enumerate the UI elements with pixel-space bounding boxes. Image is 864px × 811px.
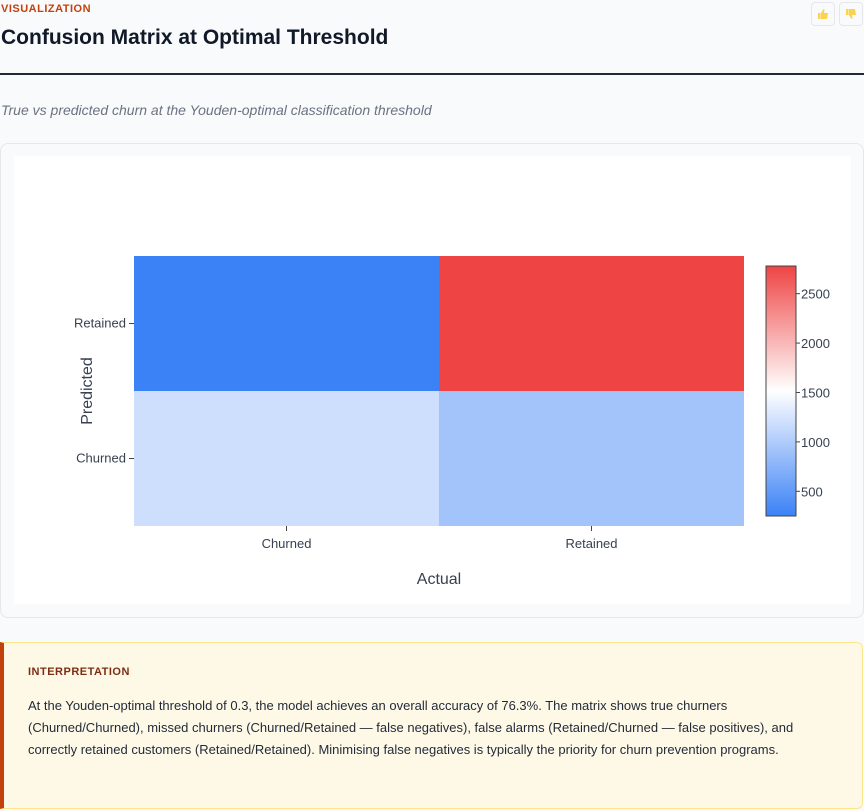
x-tick-label: Retained <box>565 536 617 551</box>
chart-card: Churned Retained Churned Retained Actual P… <box>0 143 864 618</box>
interpretation-panel: INTERPRETATION At the Youden-optimal thr… <box>0 642 863 809</box>
y-tick-label: Retained <box>74 316 126 331</box>
heatmap-cell-churned-churned <box>134 391 439 526</box>
colorbar <box>765 265 797 517</box>
thumbs-down-button[interactable] <box>839 2 863 26</box>
eyebrow-label: VISUALIZATION <box>1 3 92 15</box>
interpretation-label: INTERPRETATION <box>28 666 130 678</box>
y-tick-label: Churned <box>76 451 126 466</box>
colorbar-tick-label: 1500 <box>801 385 830 400</box>
colorbar-tick-label: 1000 <box>801 435 830 450</box>
x-axis-title: Actual <box>417 571 461 588</box>
colorbar-tick-label: 2500 <box>801 287 830 302</box>
thumbs-up-icon <box>818 9 828 19</box>
heatmap-cell-retained-churned <box>134 256 439 391</box>
heatmap-cell-churned-retained <box>439 391 744 526</box>
page-title: Confusion Matrix at Optimal Threshold <box>1 26 389 49</box>
heatmap-cell-retained-retained <box>439 256 744 391</box>
colorbar-tick-label: 500 <box>801 484 823 499</box>
x-tick-label: Churned <box>262 536 312 551</box>
thumbs-down-icon <box>846 9 856 19</box>
y-axis-title: Predicted <box>79 357 96 425</box>
interpretation-text: At the Youden-optimal threshold of 0.3, … <box>28 698 794 757</box>
thumbs-up-button[interactable] <box>811 2 835 26</box>
chart-area: Churned Retained Churned Retained Actual P… <box>14 156 851 604</box>
confusion-matrix-heatmap: Churned Retained Churned Retained Actual P… <box>74 256 830 588</box>
header-divider <box>0 73 864 75</box>
chart-subtitle: True vs predicted churn at the Youden-op… <box>1 102 432 118</box>
colorbar-tick-label: 2000 <box>801 336 830 351</box>
